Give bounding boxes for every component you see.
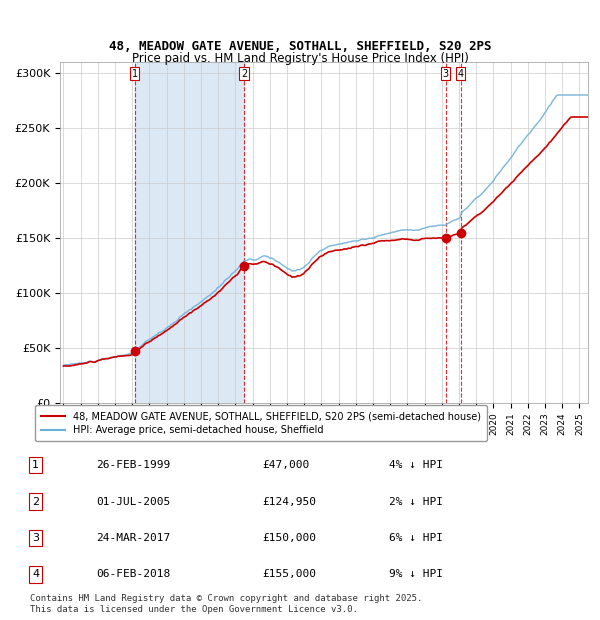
Text: 9% ↓ HPI: 9% ↓ HPI [389, 569, 443, 580]
Text: 48, MEADOW GATE AVENUE, SOTHALL, SHEFFIELD, S20 2PS: 48, MEADOW GATE AVENUE, SOTHALL, SHEFFIE… [109, 40, 491, 53]
Text: 4% ↓ HPI: 4% ↓ HPI [389, 460, 443, 470]
Text: £155,000: £155,000 [262, 569, 316, 580]
Text: 4: 4 [32, 569, 39, 580]
Text: 3: 3 [32, 533, 39, 543]
Text: 4: 4 [457, 69, 464, 79]
Text: 26-FEB-1999: 26-FEB-1999 [96, 460, 170, 470]
Text: 2% ↓ HPI: 2% ↓ HPI [389, 497, 443, 507]
Bar [135, 62, 244, 403]
Text: 2: 2 [32, 497, 39, 507]
Text: 01-JUL-2005: 01-JUL-2005 [96, 497, 170, 507]
Text: Price paid vs. HM Land Registry's House Price Index (HPI): Price paid vs. HM Land Registry's House … [131, 53, 469, 65]
Text: £47,000: £47,000 [262, 460, 309, 470]
Text: Contains HM Land Registry data © Crown copyright and database right 2025.
This d: Contains HM Land Registry data © Crown c… [30, 595, 422, 614]
Text: 6% ↓ HPI: 6% ↓ HPI [389, 533, 443, 543]
Text: 06-FEB-2018: 06-FEB-2018 [96, 569, 170, 580]
Text: 2: 2 [241, 69, 247, 79]
Text: £124,950: £124,950 [262, 497, 316, 507]
Text: 3: 3 [443, 69, 449, 79]
Text: 1: 1 [132, 69, 138, 79]
Text: 1: 1 [32, 460, 39, 470]
Text: £150,000: £150,000 [262, 533, 316, 543]
Text: 24-MAR-2017: 24-MAR-2017 [96, 533, 170, 543]
Legend: 48, MEADOW GATE AVENUE, SOTHALL, SHEFFIELD, S20 2PS (semi-detached house), HPI: : 48, MEADOW GATE AVENUE, SOTHALL, SHEFFIE… [35, 405, 487, 441]
